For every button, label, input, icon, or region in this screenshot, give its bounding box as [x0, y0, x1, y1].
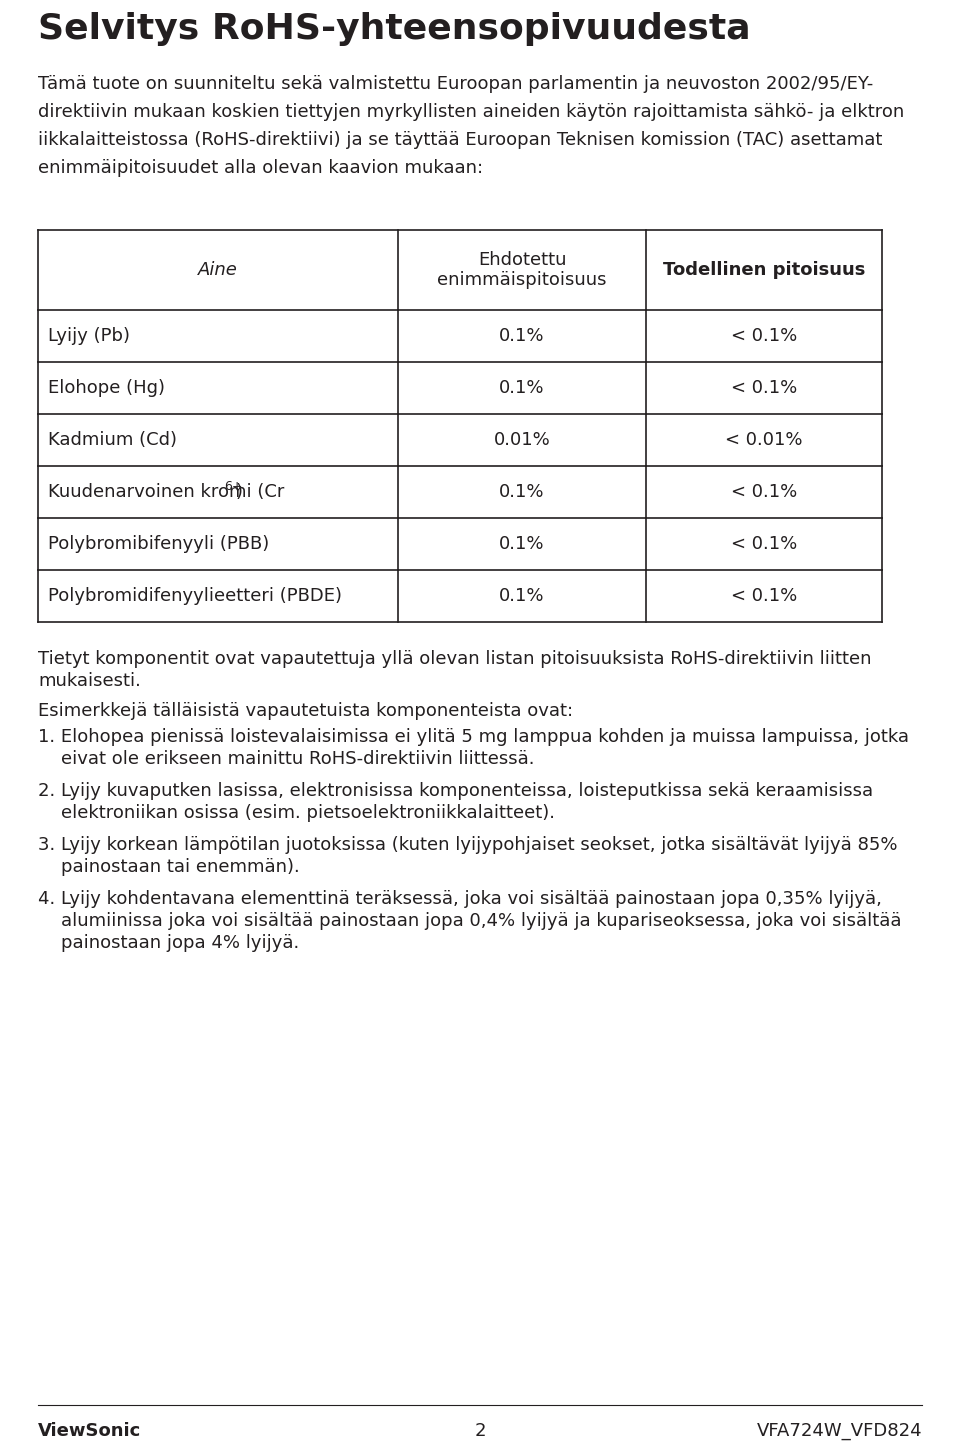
Text: Kadmium (Cd): Kadmium (Cd)	[48, 431, 177, 448]
Text: Polybromibifenyyli (PBB): Polybromibifenyyli (PBB)	[48, 534, 269, 553]
Text: < 0.1%: < 0.1%	[731, 587, 797, 606]
Text: Todellinen pitoisuus: Todellinen pitoisuus	[662, 261, 865, 280]
Text: Esimerkkejä tälläisistä vapautetuista komponenteista ovat:: Esimerkkejä tälläisistä vapautetuista ko…	[38, 702, 573, 721]
Text: Aine: Aine	[198, 261, 238, 280]
Text: 0.1%: 0.1%	[499, 587, 544, 606]
Text: enimmäipitoisuudet alla olevan kaavion mukaan:: enimmäipitoisuudet alla olevan kaavion m…	[38, 159, 483, 178]
Text: ): )	[235, 483, 242, 501]
Text: 0.1%: 0.1%	[499, 483, 544, 501]
Text: < 0.1%: < 0.1%	[731, 328, 797, 345]
Text: Lyijy (Pb): Lyijy (Pb)	[48, 328, 130, 345]
Text: ViewSonic: ViewSonic	[38, 1423, 141, 1440]
Text: 0.01%: 0.01%	[493, 431, 550, 448]
Text: Ehdotettu
enimmäispitoisuus: Ehdotettu enimmäispitoisuus	[437, 250, 607, 290]
Text: Tämä tuote on suunniteltu sekä valmistettu Euroopan parlamentin ja neuvoston 200: Tämä tuote on suunniteltu sekä valmistet…	[38, 76, 874, 93]
Text: Polybromidifenyylieetteri (PBDE): Polybromidifenyylieetteri (PBDE)	[48, 587, 342, 606]
Text: 0.1%: 0.1%	[499, 534, 544, 553]
Text: < 0.1%: < 0.1%	[731, 379, 797, 397]
Text: Kuudenarvoinen kromi (Cr: Kuudenarvoinen kromi (Cr	[48, 483, 284, 501]
Text: < 0.01%: < 0.01%	[725, 431, 803, 448]
Text: 0.1%: 0.1%	[499, 379, 544, 397]
Text: VFA724W_VFD824: VFA724W_VFD824	[756, 1423, 922, 1440]
Text: iikkalaitteistossa (RoHS-direktiivi) ja se täyttää Euroopan Teknisen komission (: iikkalaitteistossa (RoHS-direktiivi) ja …	[38, 131, 882, 149]
Text: Tietyt komponentit ovat vapautettuja yllä olevan listan pitoisuuksista RoHS-dire: Tietyt komponentit ovat vapautettuja yll…	[38, 649, 872, 668]
Text: 6+: 6+	[225, 479, 243, 492]
Text: painostaan tai enemmän).: painostaan tai enemmän).	[38, 858, 300, 877]
Text: 2. Lyijy kuvaputken lasissa, elektronisissa komponenteissa, loisteputkissa sekä : 2. Lyijy kuvaputken lasissa, elektronisi…	[38, 782, 874, 799]
Text: Elohope (Hg): Elohope (Hg)	[48, 379, 165, 397]
Text: elektroniikan osissa (esim. pietsoelektroniikkalaitteet).: elektroniikan osissa (esim. pietsoelektr…	[38, 804, 555, 823]
Text: direktiivin mukaan koskien tiettyjen myrkyllisten aineiden käytön rajoittamista : direktiivin mukaan koskien tiettyjen myr…	[38, 103, 904, 121]
Text: 3. Lyijy korkean lämpötilan juotoksissa (kuten lyijypohjaiset seokset, jotka sis: 3. Lyijy korkean lämpötilan juotoksissa …	[38, 836, 898, 855]
Text: 1. Elohopea pienissä loistevalaisimissa ei ylitä 5 mg lamppua kohden ja muissa l: 1. Elohopea pienissä loistevalaisimissa …	[38, 728, 909, 745]
Text: 4. Lyijy kohdentavana elementtinä teräksessä, joka voi sisältää painostaan jopa : 4. Lyijy kohdentavana elementtinä teräks…	[38, 890, 882, 909]
Text: 2: 2	[474, 1423, 486, 1440]
Text: Selvitys RoHS-yhteensopivuudesta: Selvitys RoHS-yhteensopivuudesta	[38, 12, 751, 47]
Text: 0.1%: 0.1%	[499, 328, 544, 345]
Text: mukaisesti.: mukaisesti.	[38, 673, 141, 690]
Text: eivat ole erikseen mainittu RoHS-direktiivin liittessä.: eivat ole erikseen mainittu RoHS-direkti…	[38, 750, 535, 767]
Text: < 0.1%: < 0.1%	[731, 534, 797, 553]
Text: < 0.1%: < 0.1%	[731, 483, 797, 501]
Text: painostaan jopa 4% lyijyä.: painostaan jopa 4% lyijyä.	[38, 933, 300, 952]
Text: alumiinissa joka voi sisältää painostaan jopa 0,4% lyijyä ja kupariseoksessa, jo: alumiinissa joka voi sisältää painostaan…	[38, 911, 901, 930]
